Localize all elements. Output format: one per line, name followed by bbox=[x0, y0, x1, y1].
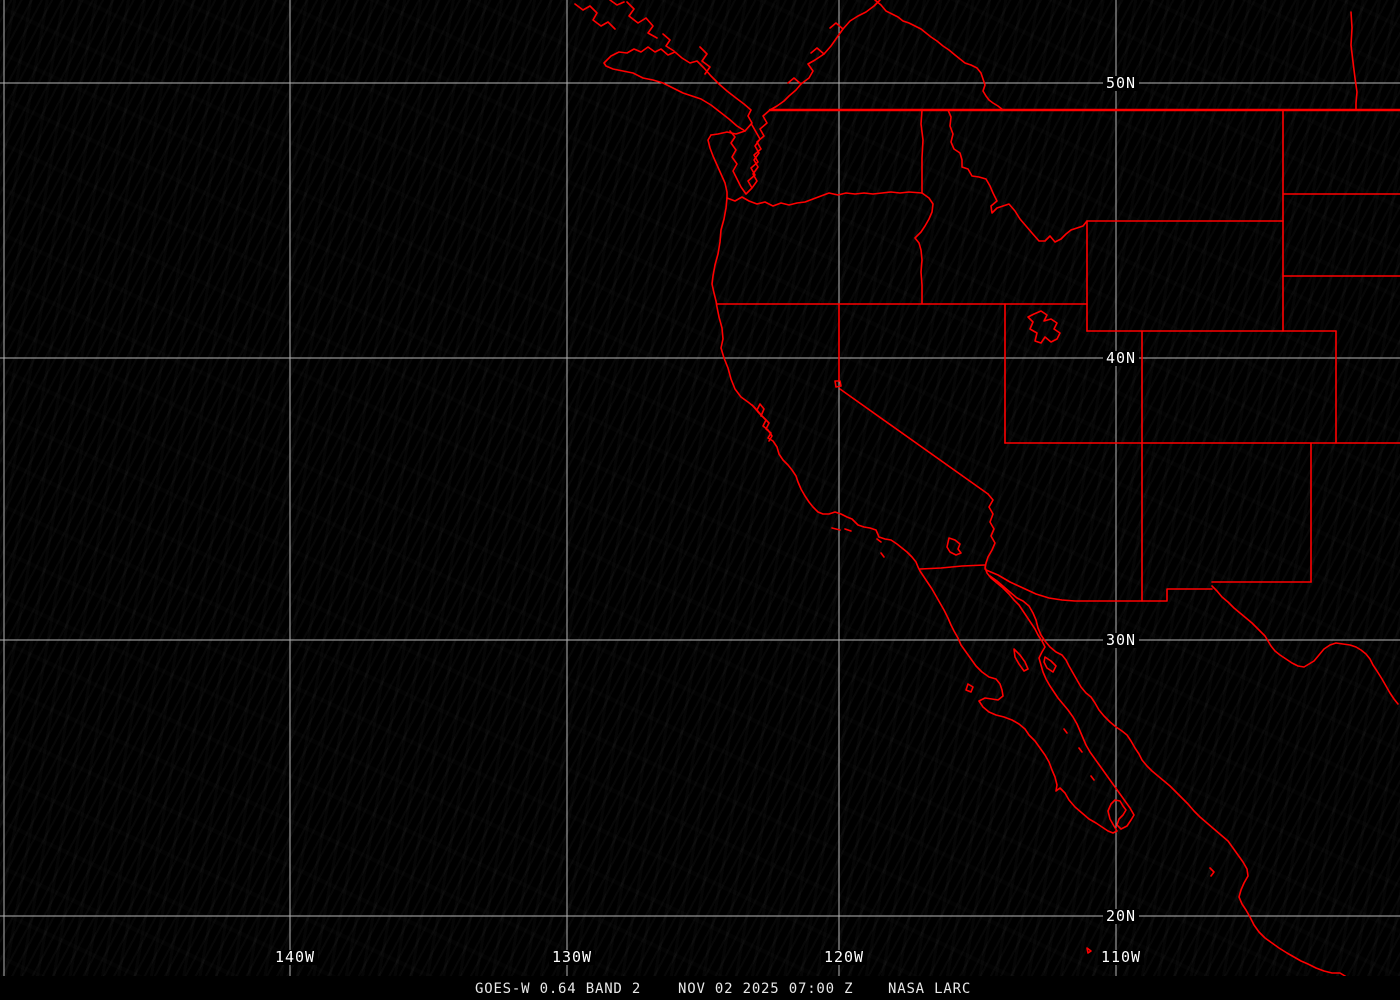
lon-label-120w: 120W bbox=[821, 950, 867, 965]
colorado-river-border bbox=[984, 493, 996, 570]
isla-angel-de-la-guarda bbox=[1013, 648, 1029, 672]
puget-sound bbox=[729, 109, 771, 195]
bc-fjord-inlets bbox=[787, 22, 844, 85]
ca-nv-diagonal-border bbox=[839, 388, 989, 495]
lon-label-140w: 140W bbox=[272, 950, 318, 965]
lat-label-30n: 30N bbox=[1103, 633, 1139, 648]
wa-id-border bbox=[920, 109, 924, 194]
isla-cedros bbox=[965, 683, 974, 693]
id-mt-border bbox=[947, 109, 1088, 243]
lat-label-40n: 40N bbox=[1103, 351, 1139, 366]
pacific-coastline bbox=[711, 197, 1135, 834]
columbia-river-border bbox=[726, 191, 923, 207]
salton-sea bbox=[946, 537, 962, 556]
us-mexico-border-west bbox=[919, 564, 986, 570]
lon-label-130w: 130W bbox=[549, 950, 595, 965]
san-francisco-bay bbox=[751, 403, 773, 442]
lat-label-50n: 50N bbox=[1103, 76, 1139, 91]
lon-label-110w: 110W bbox=[1098, 950, 1144, 965]
map-borders-overlay bbox=[574, 0, 1400, 990]
caption-credit: NASA LARC bbox=[888, 981, 972, 997]
bc-ab-border bbox=[874, 0, 1004, 111]
juan-de-fuca-strait bbox=[710, 130, 746, 136]
islas-marias bbox=[1086, 947, 1092, 954]
bc-coastline bbox=[769, 0, 881, 111]
vancouver-island bbox=[603, 46, 753, 132]
gulf-small-islands bbox=[1063, 728, 1095, 781]
us-mexico-border-az-nm bbox=[985, 569, 1213, 602]
bc-islands bbox=[574, 0, 711, 75]
great-salt-lake bbox=[1027, 310, 1061, 344]
isla-isabel bbox=[1209, 867, 1215, 877]
olympic-coast bbox=[707, 134, 728, 199]
or-id-border-snake-river bbox=[914, 192, 934, 304]
caption-datetime: NOV 02 2025 07:00 Z bbox=[678, 981, 854, 997]
lake-tahoe bbox=[834, 380, 842, 388]
caption-product: GOES-W 0.64 BAND 2 bbox=[475, 981, 642, 997]
channel-islands bbox=[831, 527, 885, 558]
rio-grande-border bbox=[1211, 585, 1399, 705]
lat-label-20n: 20N bbox=[1103, 909, 1139, 924]
mexico-mainland-coast bbox=[989, 575, 1364, 990]
sk-mb-border bbox=[1350, 11, 1358, 111]
isla-tiburon bbox=[1043, 656, 1057, 673]
caption-bar: GOES-W 0.64 BAND 2 NOV 02 2025 07:00 Z N… bbox=[0, 976, 1400, 1000]
